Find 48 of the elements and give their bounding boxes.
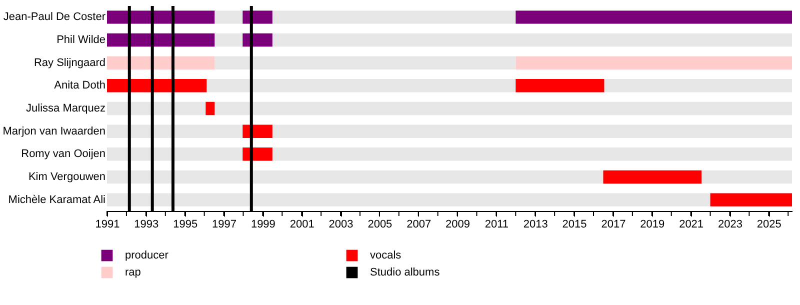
x-tick-label: 2011	[484, 218, 509, 230]
bar	[516, 56, 792, 70]
y-tick-label: Anita Doth	[54, 80, 106, 92]
y-tick-label: Jean-Paul De Coster	[3, 11, 106, 24]
x-tick-label: 2023	[718, 218, 742, 230]
y-tick-label: Phil Wilde	[56, 34, 106, 46]
bar	[516, 79, 604, 92]
y-tick-label: Ray Slijngaard	[34, 56, 106, 69]
bar	[107, 33, 215, 47]
bar	[516, 10, 792, 24]
y-tick-label: Kim Vergouwen	[28, 170, 106, 183]
y-tick-label: Michèle Karamat Ali	[8, 194, 106, 206]
bar	[710, 193, 792, 206]
x-tick-label: 1993	[134, 218, 159, 230]
bar	[107, 148, 792, 161]
bar	[603, 170, 702, 184]
bar	[214, 56, 516, 70]
x-tick-label: 2003	[328, 218, 354, 230]
x-tick-label: 2009	[446, 218, 470, 230]
bar	[107, 10, 215, 24]
x-tick-label: 2013	[523, 218, 548, 230]
x-tick-label: 1991	[95, 218, 120, 230]
bar	[272, 10, 516, 24]
bar	[242, 148, 272, 161]
bar	[206, 102, 215, 116]
x-tick-label: 1997	[212, 218, 237, 230]
x-tick-label: 2007	[406, 218, 432, 230]
bar	[107, 56, 215, 70]
legend-label: vocals	[370, 250, 402, 262]
legend-label: rap	[125, 266, 141, 278]
x-tick-label: 2025	[756, 218, 782, 230]
bar	[214, 10, 243, 24]
x-tick-label: 1995	[173, 218, 198, 230]
legend-label: Studio albums	[370, 266, 440, 278]
legend-label: producer	[125, 250, 169, 262]
x-tick-label: 2001	[290, 218, 314, 230]
x-tick-label: 2021	[679, 218, 704, 230]
bar	[242, 10, 272, 24]
bar	[107, 124, 792, 138]
y-tick-label: Marjon van Iwaarden	[2, 125, 106, 138]
y-tick-label: Julissa Marquez	[26, 102, 106, 114]
x-tick-label: 2017	[601, 218, 626, 230]
bar	[107, 102, 792, 116]
x-tick-label: 1999	[250, 218, 276, 230]
x-tick-label: 2015	[562, 218, 587, 230]
y-tick-label: Romy van Ooijen	[21, 148, 106, 160]
x-tick-label: 2005	[368, 218, 392, 230]
x-tick-label: 2019	[640, 218, 665, 230]
